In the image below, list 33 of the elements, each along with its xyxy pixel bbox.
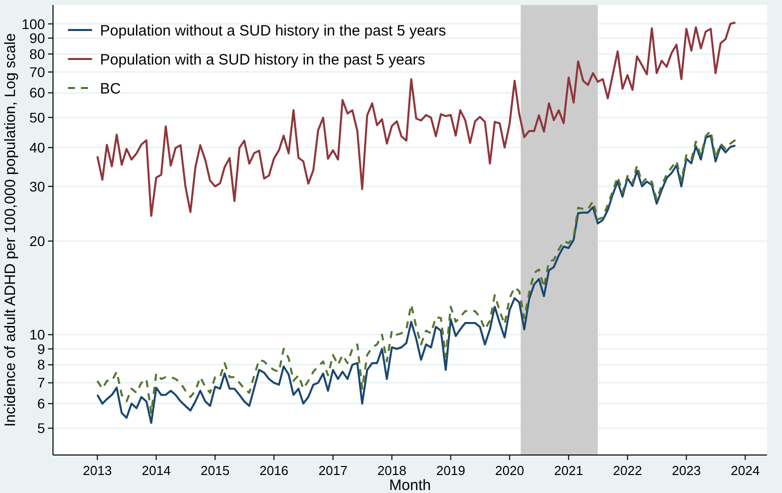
y-axis-title: Incidence of adult ADHD per 100,000 population, Log scale (2, 33, 19, 427)
legend-label: Population with a SUD history in the past 5 years (100, 51, 426, 68)
x-tick-label: 2013 (82, 463, 112, 478)
y-tick-label: 30 (29, 178, 46, 194)
y-tick-label: 100 (22, 16, 46, 32)
legend-label: Population without a SUD history in the past 5 years (100, 22, 446, 40)
x-tick-label: 2016 (259, 463, 288, 478)
y-tick-label: 90 (29, 30, 46, 46)
y-tick-label: 9 (37, 340, 46, 357)
x-tick-label: 2022 (613, 463, 642, 478)
x-tick-label: 2021 (554, 463, 584, 478)
x-tick-label: 2015 (200, 463, 230, 478)
y-tick-label: 8 (37, 356, 46, 373)
y-tick-label: 70 (29, 64, 46, 80)
x-tick-label: 2014 (142, 463, 171, 478)
y-tick-label: 80 (29, 46, 46, 62)
y-tick-label: 40 (29, 139, 46, 156)
legend-label: BC (100, 80, 122, 98)
y-tick-label: 20 (29, 233, 46, 249)
y-tick-label: 5 (37, 420, 46, 436)
x-tick-label: 2017 (318, 463, 348, 478)
line-series (96, 22, 736, 217)
y-tick-label: 50 (29, 109, 46, 126)
y-tick-label: 10 (29, 326, 46, 343)
x-tick-label: 2020 (495, 463, 524, 478)
y-tick-label: 7 (37, 374, 46, 391)
x-tick-label: 2019 (436, 463, 466, 478)
x-axis-title: Month (389, 477, 431, 493)
x-tick-label: 2023 (672, 463, 701, 478)
y-tick-label: 60 (29, 84, 46, 101)
x-tick-label: 2018 (377, 463, 406, 478)
x-tick-label: 2024 (730, 463, 760, 478)
y-tick-label: 6 (37, 396, 46, 412)
